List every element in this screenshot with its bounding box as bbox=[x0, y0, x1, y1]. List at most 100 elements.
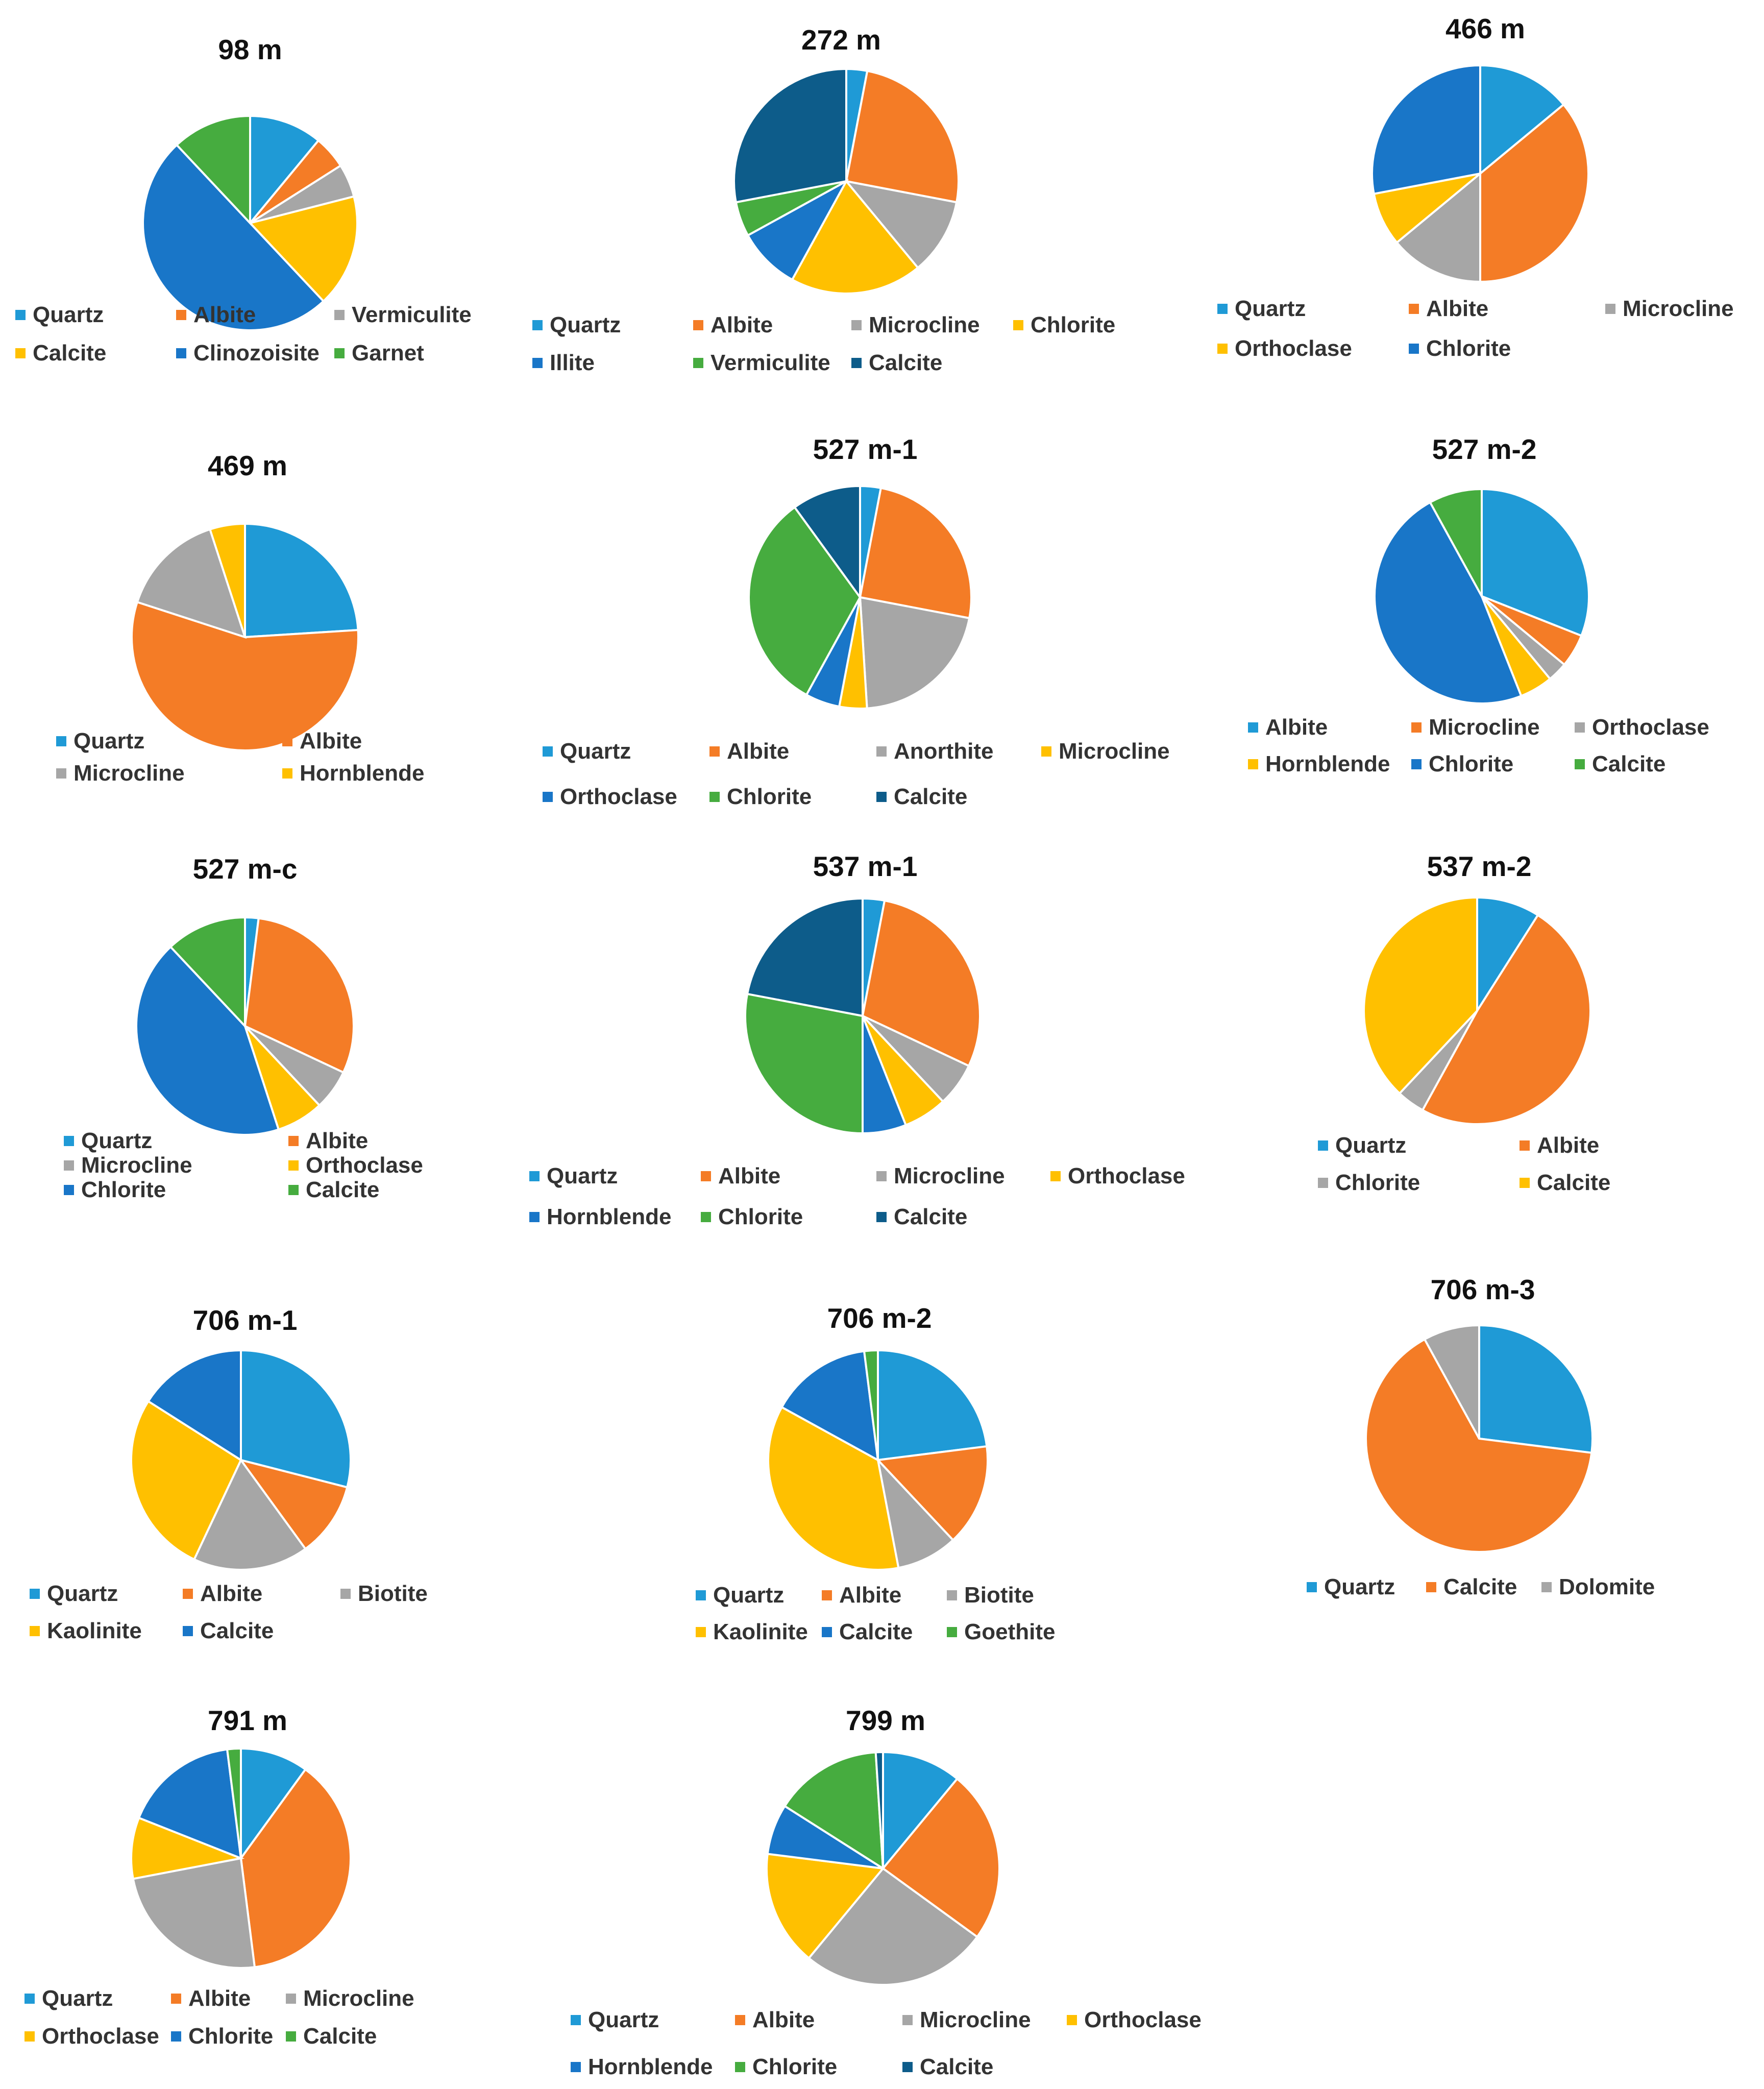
legend-label: Microcline bbox=[1623, 296, 1734, 321]
legend-swatch bbox=[24, 1994, 35, 2004]
legend-label: Quartz bbox=[33, 302, 104, 327]
legend-item-vermiculite: Vermiculite bbox=[334, 302, 472, 328]
pie-slice-albite bbox=[875, 1445, 989, 1542]
legend-swatch bbox=[171, 1994, 181, 2004]
pie-slice-calcite bbox=[793, 484, 861, 601]
legend-swatch bbox=[822, 1590, 832, 1600]
legend-label: Quartz bbox=[547, 1163, 618, 1188]
legend-item-hornblende: Hornblende bbox=[282, 761, 424, 786]
legend-item-microcline: Microcline bbox=[851, 312, 980, 338]
legend-swatch bbox=[286, 1994, 296, 2004]
chart-title: 466 m bbox=[1446, 13, 1525, 44]
pie-slice-biotite bbox=[192, 1458, 307, 1571]
legend-label: Vermiculite bbox=[710, 350, 830, 375]
legend-label: Calcite bbox=[1443, 1574, 1517, 1599]
legend-item-quartz: Quartz bbox=[529, 1163, 618, 1189]
legend-item-albite: Albite bbox=[1409, 296, 1488, 322]
legend-swatch bbox=[696, 1627, 706, 1637]
legend-item-quartz: Quartz bbox=[543, 739, 631, 764]
legend-item-calcite: Calcite bbox=[1575, 751, 1665, 777]
legend-swatch bbox=[1318, 1140, 1328, 1151]
pie bbox=[744, 897, 981, 1135]
legend-swatch bbox=[1307, 1582, 1317, 1592]
pie-slice-microcline bbox=[1395, 171, 1481, 283]
legend-item-chlorite: Chlorite bbox=[64, 1177, 166, 1203]
legend-label: Quartz bbox=[1235, 296, 1306, 321]
legend-label: Quartz bbox=[42, 1986, 113, 2011]
pie-slice-albite bbox=[861, 899, 981, 1067]
legend-label: Albite bbox=[300, 728, 362, 754]
legend-label: Albite bbox=[193, 302, 256, 327]
legend-item-albite: Albite bbox=[282, 728, 362, 754]
legend-swatch bbox=[851, 358, 862, 368]
legend-swatch bbox=[709, 792, 720, 802]
legend-swatch bbox=[529, 1171, 540, 1181]
legend-item-calcite: Calcite bbox=[1426, 1574, 1517, 1600]
chart-title: 706 m-1 bbox=[192, 1304, 298, 1336]
legend-item-calcite: Calcite bbox=[822, 1619, 913, 1645]
legend-swatch bbox=[851, 320, 862, 330]
legend-swatch bbox=[286, 2031, 296, 2042]
legend-swatch bbox=[876, 1171, 887, 1181]
legend-item-albite: Albite bbox=[701, 1163, 780, 1189]
legend-item-calcite: Calcite bbox=[288, 1177, 379, 1203]
legend-label: Albite bbox=[306, 1128, 369, 1153]
legend-label: Microcline bbox=[920, 2007, 1031, 2032]
legend-item-albite: Albite bbox=[1248, 715, 1328, 740]
legend-label: Microcline bbox=[81, 1153, 192, 1178]
pie-slice-calcite bbox=[1363, 896, 1478, 1095]
pie-slice-calcite bbox=[746, 897, 864, 1017]
legend-label: Calcite bbox=[1537, 1170, 1611, 1195]
pie-slice-quartz bbox=[240, 1747, 307, 1862]
pie-slice-albite bbox=[845, 69, 960, 204]
legend-label: Quartz bbox=[81, 1128, 153, 1153]
legend-swatch bbox=[876, 792, 887, 802]
pie-slice-albite bbox=[243, 917, 355, 1074]
pie-slice-calcite bbox=[733, 67, 847, 204]
legend-item-quartz: Quartz bbox=[56, 728, 144, 754]
pie-slice-albite bbox=[238, 1458, 349, 1550]
legend-swatch bbox=[56, 736, 66, 746]
pie-slice-orthoclase bbox=[1373, 173, 1481, 244]
legend-item-quartz: Quartz bbox=[1318, 1133, 1406, 1158]
chart-title: 527 m-1 bbox=[813, 433, 918, 465]
legend-item-kaolinite: Kaolinite bbox=[696, 1619, 808, 1645]
legend-swatch bbox=[1041, 746, 1051, 757]
legend-label: Chlorite bbox=[1031, 312, 1116, 337]
legend-swatch bbox=[1541, 1582, 1552, 1592]
legend-label: Microcline bbox=[1429, 715, 1540, 740]
pie-slice-chlorite bbox=[783, 1751, 885, 1871]
legend-label: Albite bbox=[188, 1986, 251, 2011]
pie bbox=[1374, 488, 1590, 705]
legend-label: Quartz bbox=[560, 739, 631, 764]
legend-swatch bbox=[1520, 1178, 1530, 1188]
legend-swatch bbox=[24, 2031, 35, 2042]
legend-swatch bbox=[735, 2015, 745, 2025]
legend-swatch bbox=[543, 792, 553, 802]
legend-label: Calcite bbox=[303, 2024, 377, 2049]
pie-slice-albite bbox=[881, 1777, 1000, 1938]
legend-swatch bbox=[1411, 759, 1422, 769]
legend-swatch bbox=[183, 1626, 193, 1636]
legend-label: Microcline bbox=[74, 761, 185, 786]
legend-item-microcline: Microcline bbox=[1041, 739, 1170, 764]
pie-slice-quartz bbox=[1476, 896, 1539, 1014]
legend-label: Orthoclase bbox=[1068, 1163, 1185, 1188]
legend-swatch bbox=[288, 1136, 299, 1146]
legend-label: Quartz bbox=[588, 2007, 659, 2032]
legend-swatch bbox=[56, 768, 66, 779]
legend-swatch bbox=[876, 746, 887, 757]
pie bbox=[766, 1751, 1000, 1986]
legend-swatch bbox=[15, 310, 26, 320]
legend-label: Orthoclase bbox=[1084, 2007, 1202, 2032]
legend-label: Hornblende bbox=[1265, 751, 1390, 776]
legend-item-hornblende: Hornblende bbox=[529, 1204, 671, 1230]
pie-slice-quartz bbox=[1478, 1324, 1594, 1454]
